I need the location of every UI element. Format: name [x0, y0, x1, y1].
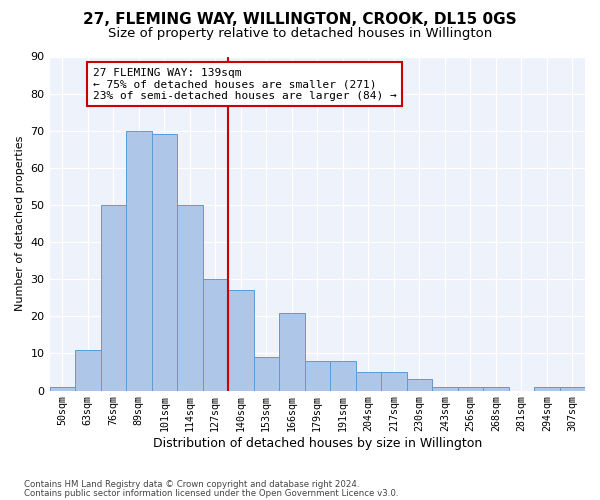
Bar [305, 361, 330, 390]
Bar [432, 387, 458, 390]
Text: 27 FLEMING WAY: 139sqm
← 75% of detached houses are smaller (271)
23% of semi-de: 27 FLEMING WAY: 139sqm ← 75% of detached… [93, 68, 397, 101]
Bar [279, 312, 305, 390]
Bar [75, 350, 101, 391]
Bar [356, 372, 381, 390]
Bar [330, 361, 356, 390]
Text: Size of property relative to detached houses in Willington: Size of property relative to detached ho… [108, 28, 492, 40]
Bar [101, 205, 126, 390]
Bar [254, 357, 279, 390]
Text: Contains HM Land Registry data © Crown copyright and database right 2024.: Contains HM Land Registry data © Crown c… [24, 480, 359, 489]
Bar [458, 387, 483, 390]
Bar [534, 387, 560, 390]
Bar [483, 387, 509, 390]
Bar [407, 380, 432, 390]
Bar [152, 134, 177, 390]
Bar [126, 130, 152, 390]
Bar [203, 279, 228, 390]
Y-axis label: Number of detached properties: Number of detached properties [15, 136, 25, 311]
Text: Contains public sector information licensed under the Open Government Licence v3: Contains public sector information licen… [24, 488, 398, 498]
Bar [228, 290, 254, 390]
Bar [50, 387, 75, 390]
Bar [381, 372, 407, 390]
Bar [177, 205, 203, 390]
Bar [560, 387, 585, 390]
X-axis label: Distribution of detached houses by size in Willington: Distribution of detached houses by size … [152, 437, 482, 450]
Text: 27, FLEMING WAY, WILLINGTON, CROOK, DL15 0GS: 27, FLEMING WAY, WILLINGTON, CROOK, DL15… [83, 12, 517, 28]
